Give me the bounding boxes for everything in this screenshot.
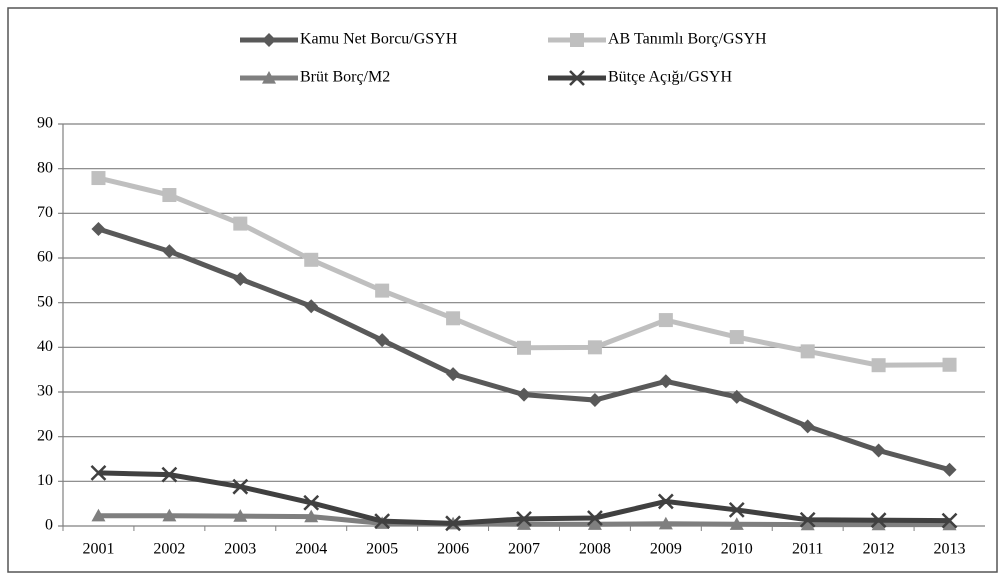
- marker: [870, 512, 887, 529]
- marker: [871, 358, 886, 373]
- marker: [657, 493, 674, 510]
- x-tick-label: 2006: [437, 541, 469, 558]
- y-tick-label: 70: [37, 204, 53, 221]
- y-tick-label: 10: [37, 472, 53, 489]
- marker: [729, 330, 744, 345]
- marker: [446, 311, 461, 326]
- y-tick-label: 90: [37, 115, 53, 132]
- x-tick-label: 2011: [792, 541, 823, 558]
- marker: [942, 462, 957, 477]
- legend-label: Brüt Borç/M2: [300, 69, 390, 86]
- marker: [262, 71, 276, 84]
- marker: [516, 510, 532, 527]
- marker: [162, 188, 177, 203]
- marker: [232, 478, 249, 495]
- marker: [800, 517, 815, 531]
- x-tick-label: 2010: [721, 541, 753, 558]
- y-tick-label: 20: [37, 427, 53, 444]
- marker: [446, 367, 461, 382]
- marker: [90, 464, 107, 481]
- marker: [233, 509, 248, 522]
- legend-label: AB Tanımlı Borç/GSYH: [608, 31, 767, 48]
- marker: [161, 466, 178, 483]
- marker: [304, 252, 319, 267]
- marker: [262, 33, 276, 47]
- marker: [304, 299, 319, 314]
- x-tick-label: 2004: [295, 541, 327, 558]
- y-tick-label: 50: [37, 293, 53, 310]
- marker: [303, 494, 320, 511]
- x-tick-label: 2013: [934, 541, 966, 558]
- marker: [587, 393, 602, 408]
- marker: [658, 313, 673, 328]
- marker: [871, 443, 886, 458]
- marker: [91, 221, 106, 236]
- x-tick-label: 2003: [224, 541, 256, 558]
- y-tick-label: 80: [37, 159, 53, 176]
- x-tick-label: 2007: [508, 541, 540, 558]
- marker: [658, 374, 673, 389]
- marker: [728, 502, 745, 518]
- x-tick-label: 2012: [863, 541, 895, 558]
- chart-border: [7, 7, 998, 573]
- marker: [517, 387, 531, 402]
- x-tick-label: 2008: [579, 541, 611, 558]
- marker: [570, 33, 584, 47]
- marker: [729, 389, 744, 404]
- marker: [375, 283, 390, 298]
- marker: [942, 357, 957, 372]
- marker: [91, 171, 106, 186]
- x-tick-label: 2009: [650, 541, 682, 558]
- marker: [517, 340, 531, 355]
- marker: [941, 512, 958, 529]
- marker: [587, 510, 603, 526]
- legend-label: Bütçe Açığı/GSYH: [608, 69, 732, 86]
- legend-label: Kamu Net Borcu/GSYH: [300, 31, 458, 48]
- marker: [800, 419, 815, 434]
- marker: [799, 511, 816, 528]
- marker: [871, 517, 886, 531]
- marker: [942, 517, 957, 531]
- marker: [587, 340, 602, 355]
- x-tick-label: 2005: [366, 541, 398, 558]
- y-tick-label: 40: [37, 338, 53, 355]
- x-tick-label: 2002: [153, 541, 185, 558]
- marker: [162, 244, 177, 259]
- marker: [91, 508, 106, 522]
- x-tick-label: 2001: [82, 541, 114, 558]
- marker: [233, 271, 248, 286]
- marker: [517, 517, 531, 530]
- marker: [587, 517, 602, 530]
- marker: [800, 344, 815, 359]
- marker: [233, 216, 248, 231]
- marker: [162, 508, 177, 522]
- y-tick-label: 0: [45, 517, 53, 534]
- marker: [658, 516, 673, 530]
- marker: [374, 513, 391, 529]
- marker: [569, 70, 585, 86]
- marker: [304, 509, 319, 523]
- marker: [375, 333, 390, 348]
- marker: [729, 517, 744, 530]
- y-tick-label: 60: [37, 249, 53, 266]
- y-tick-label: 30: [37, 383, 53, 400]
- marker: [445, 515, 461, 532]
